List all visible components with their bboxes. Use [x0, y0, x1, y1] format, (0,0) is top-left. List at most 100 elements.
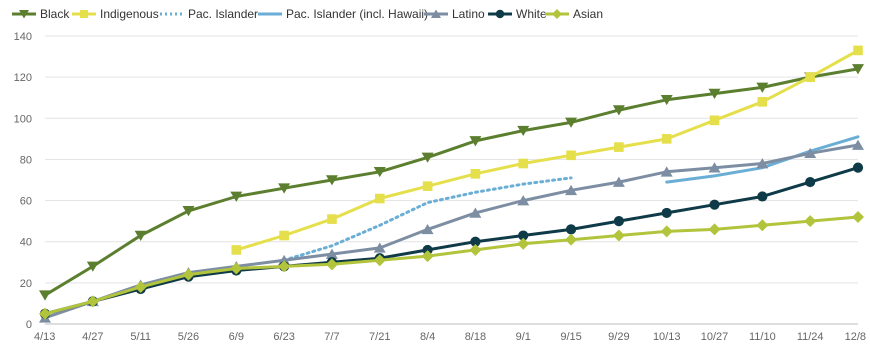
- data-point: [517, 237, 530, 250]
- data-point: [709, 115, 720, 126]
- data-point: [804, 147, 817, 159]
- data-point: [470, 169, 481, 179]
- data-point: [422, 244, 433, 256]
- data-point: [182, 268, 195, 281]
- series-asian: [39, 211, 864, 320]
- data-point: [469, 207, 482, 218]
- data-point: [421, 152, 434, 163]
- series-black: [39, 64, 864, 301]
- series-line-indigenous: [234, 48, 860, 252]
- legend-label: Indigenous: [100, 7, 159, 21]
- data-point: [86, 295, 99, 308]
- y-tick-label: 100: [14, 113, 32, 125]
- data-point: [613, 216, 624, 227]
- data-point: [709, 199, 720, 210]
- data-point: [278, 260, 291, 273]
- series-latino: [39, 139, 864, 323]
- data-point: [279, 230, 289, 241]
- data-point: [517, 125, 530, 137]
- data-point: [612, 105, 625, 116]
- data-point: [565, 224, 577, 235]
- data-point: [708, 88, 721, 99]
- data-point: [230, 191, 243, 202]
- y-tick-label: 60: [20, 196, 32, 208]
- data-point: [469, 136, 482, 147]
- legend-label: Pac. Islander (incl. Hawaii): [286, 7, 428, 21]
- data-point: [325, 258, 338, 271]
- data-point: [852, 64, 864, 75]
- legend: Black Indigenous Pac. Islander Pac. Islande…: [12, 7, 603, 21]
- x-tick-label: 7/21: [369, 331, 390, 343]
- data-point: [469, 243, 482, 256]
- x-tick-label: 9/29: [608, 331, 629, 343]
- data-point: [327, 214, 337, 224]
- legend-item-pac-islander-incl-hawaii: Pac. Islander (incl. Hawaii): [258, 7, 428, 21]
- x-tick-label: 9/1: [516, 331, 531, 343]
- data-point: [660, 166, 673, 177]
- legend-label: Latino: [452, 7, 485, 21]
- x-axis-ticks: 4/13 4/27 5/11 5/26 6/9 6/23 7/7 7/21 8/4 8/18 9/1…: [34, 331, 866, 343]
- x-tick-label: 6/9: [229, 331, 244, 343]
- legend-item-pac-islander: Pac. Islander: [160, 7, 258, 21]
- data-point: [805, 176, 816, 188]
- series-line-asian: [43, 215, 860, 316]
- series-line-black: [43, 67, 860, 297]
- legend-marker: [80, 10, 88, 18]
- legend-label: Asian: [573, 7, 603, 21]
- data-point: [612, 176, 625, 187]
- data-point: [325, 175, 338, 186]
- x-tick-label: 11/10: [749, 331, 776, 343]
- data-point: [422, 181, 433, 191]
- y-axis-ticks: 0 20 40 60 80 100 120 140: [14, 31, 32, 331]
- y-tick-label: 140: [14, 31, 32, 43]
- x-tick-label: 5/11: [130, 331, 151, 343]
- data-point: [565, 117, 578, 128]
- data-point: [566, 150, 576, 161]
- x-tick-label: 7/7: [324, 331, 339, 343]
- x-tick-label: 10/13: [653, 331, 681, 343]
- data-point: [134, 230, 147, 241]
- data-point: [421, 250, 434, 263]
- x-tick-label: 4/13: [34, 331, 55, 343]
- legend-item-white: White: [488, 7, 547, 21]
- data-point: [853, 45, 863, 56]
- series-line-pac-islander: [282, 176, 573, 262]
- data-point: [565, 184, 578, 196]
- data-point: [134, 280, 147, 293]
- y-tick-label: 80: [20, 154, 32, 166]
- data-point: [612, 229, 625, 242]
- data-point: [661, 207, 672, 219]
- data-point: [373, 166, 386, 178]
- legend-label: White: [516, 7, 547, 21]
- legend-item-indigenous: Indigenous: [72, 7, 159, 21]
- data-point: [517, 195, 530, 206]
- legend-marker: [19, 10, 29, 19]
- data-point: [230, 262, 243, 275]
- data-point: [660, 94, 673, 106]
- data-point: [756, 82, 769, 93]
- data-point: [421, 223, 434, 235]
- data-point: [852, 139, 864, 150]
- data-point: [325, 248, 338, 259]
- data-point: [470, 236, 481, 247]
- data-point: [852, 211, 864, 224]
- y-tick-label: 0: [26, 319, 32, 331]
- series-line-latino: [43, 143, 860, 320]
- data-point: [86, 261, 99, 272]
- legend-marker: [552, 9, 562, 19]
- data-point: [373, 242, 386, 253]
- x-tick-label: 8/4: [420, 331, 435, 343]
- legend-marker: [431, 9, 441, 18]
- data-point: [661, 134, 672, 144]
- data-point: [614, 142, 624, 152]
- x-tick-label: 9/15: [560, 331, 581, 343]
- x-tick-label: 8/18: [465, 331, 486, 343]
- x-tick-label: 6/23: [273, 331, 294, 343]
- data-point: [708, 223, 721, 236]
- data-point: [805, 72, 815, 82]
- data-point: [756, 158, 769, 169]
- series-line-white: [43, 166, 860, 316]
- data-point: [518, 230, 529, 241]
- gridlines: [45, 35, 858, 325]
- series-white: [39, 162, 864, 319]
